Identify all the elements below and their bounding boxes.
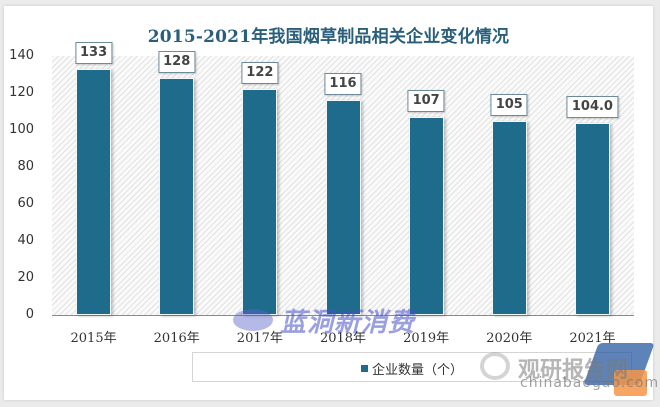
y-tick-label: 140	[9, 48, 34, 63]
x-tick-label: 2018年	[319, 331, 367, 346]
eye-logo-icon	[233, 309, 273, 331]
y-tick-label: 20	[17, 270, 34, 285]
data-label: 128	[158, 51, 196, 74]
y-tick-label: 60	[17, 196, 34, 211]
brand-shape-orange-icon	[614, 370, 647, 396]
x-tick-label: 2016年	[153, 331, 200, 346]
watermark-corner: 观研报告网	[518, 358, 629, 383]
y-tick-label: 100	[9, 122, 34, 137]
y-tick-label: 40	[17, 233, 34, 248]
bar	[574, 122, 610, 315]
watermark-corner-url: chinabaogao.com	[520, 375, 660, 391]
bar	[159, 78, 195, 315]
y-tick-label: 0	[25, 307, 34, 322]
legend-label: 企业数量（个）	[371, 363, 463, 378]
data-label: 116	[324, 73, 362, 96]
data-label: 133	[74, 41, 113, 64]
bar	[242, 89, 278, 315]
legend-swatch-icon	[360, 365, 368, 372]
bar	[491, 120, 527, 315]
x-tick-label: 2019年	[403, 331, 450, 346]
legend: 企业数量（个）	[192, 352, 632, 382]
x-tick-label: 2021年	[569, 331, 616, 346]
x-tick-label: 2017年	[236, 331, 283, 346]
data-label: 107	[407, 90, 445, 113]
chart-title: 2015-2021年我国烟草制品相关企业变化情况	[147, 27, 510, 47]
swirl-logo-icon	[480, 352, 510, 380]
bar	[408, 117, 444, 315]
x-tick-label: 2015年	[70, 331, 117, 346]
bar	[325, 100, 361, 315]
y-tick-label: 120	[9, 85, 34, 100]
data-label: 122	[241, 62, 279, 85]
x-axis-line	[52, 315, 634, 316]
y-tick-label: 80	[17, 159, 34, 174]
x-tick-label: 2020年	[486, 331, 533, 346]
bar	[76, 68, 112, 315]
data-label: 105	[490, 93, 528, 116]
data-label: 104.0	[566, 95, 618, 118]
watermark-center: 蓝洞新消费	[280, 308, 416, 338]
